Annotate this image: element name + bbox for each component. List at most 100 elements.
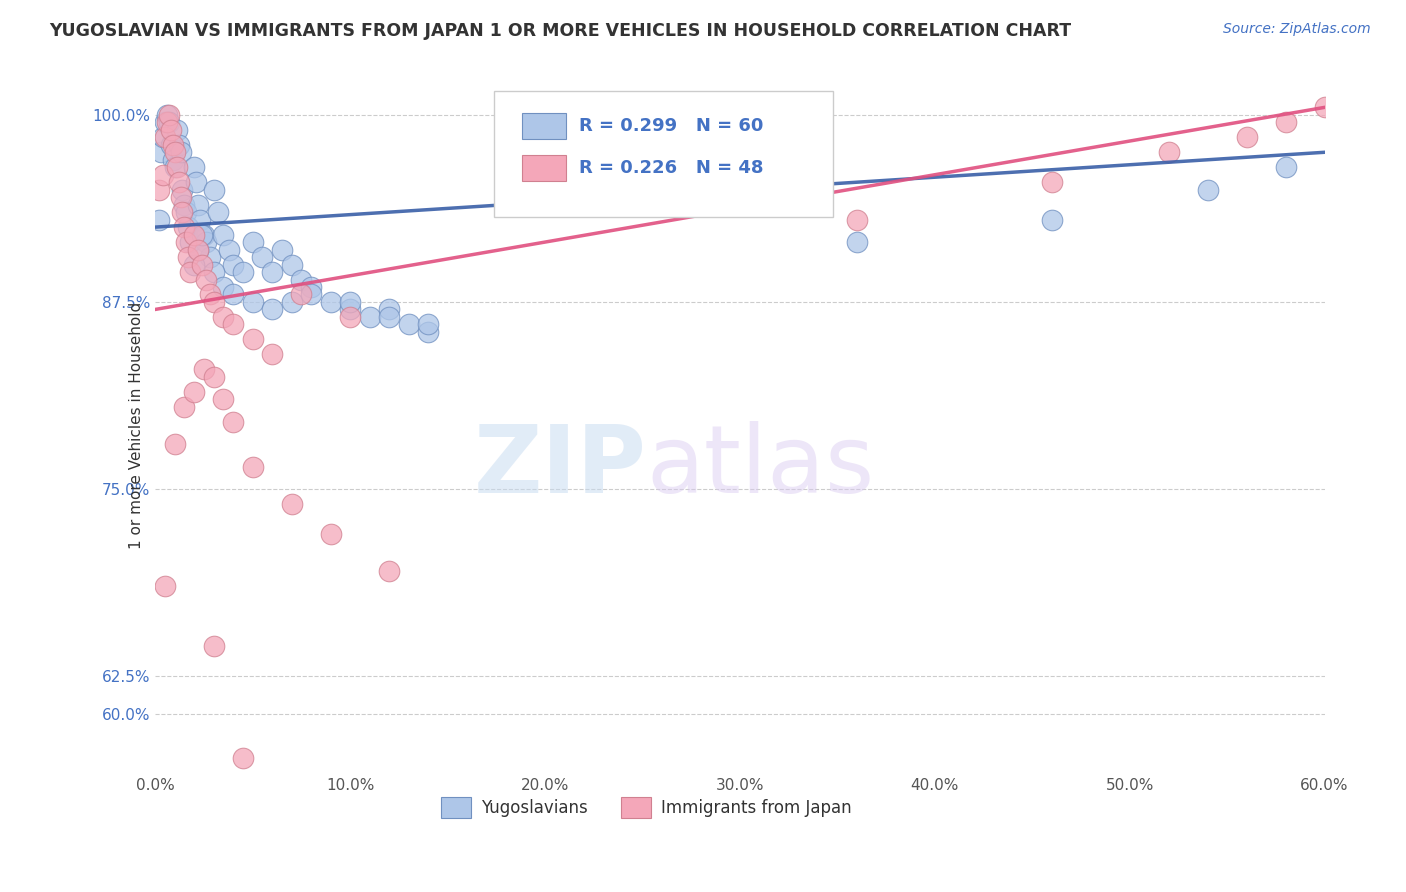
Point: [193, 362, 215, 376]
Point: [183, 227, 205, 242]
Point: [398, 318, 420, 332]
Point: [188, 212, 211, 227]
Point: [166, 160, 188, 174]
Y-axis label: 1 or more Vehicles in Household: 1 or more Vehicles in Household: [129, 301, 143, 549]
Point: [212, 280, 235, 294]
Point: [152, 168, 174, 182]
Point: [252, 250, 274, 264]
Point: [280, 295, 302, 310]
Point: [262, 265, 284, 279]
Point: [157, 108, 180, 122]
Text: ZIP: ZIP: [474, 421, 647, 513]
Point: [150, 145, 173, 160]
Point: [378, 565, 401, 579]
Text: YUGOSLAVIAN VS IMMIGRANTS FROM JAPAN 1 OR MORE VEHICLES IN HOUSEHOLD CORRELATION: YUGOSLAVIAN VS IMMIGRANTS FROM JAPAN 1 O…: [49, 22, 1071, 40]
Point: [176, 235, 198, 249]
Point: [299, 287, 322, 301]
Point: [179, 265, 201, 279]
Point: [339, 310, 361, 324]
Point: [1236, 130, 1258, 145]
Point: [1313, 100, 1336, 114]
Point: [153, 115, 176, 129]
Point: [179, 235, 201, 249]
Point: [290, 287, 312, 301]
Text: R = 0.299   N = 60: R = 0.299 N = 60: [578, 117, 763, 136]
Point: [183, 384, 205, 399]
Point: [172, 205, 194, 219]
Point: [270, 243, 292, 257]
FancyBboxPatch shape: [523, 113, 565, 139]
Point: [299, 280, 322, 294]
Point: [163, 437, 186, 451]
Point: [262, 302, 284, 317]
Point: [202, 183, 225, 197]
Point: [162, 137, 184, 152]
Point: [157, 115, 180, 129]
Point: [156, 108, 179, 122]
Point: [177, 250, 200, 264]
Point: [202, 295, 225, 310]
Point: [173, 220, 195, 235]
Point: [290, 272, 312, 286]
Point: [242, 332, 264, 346]
Point: [198, 250, 221, 264]
Point: [202, 369, 225, 384]
Point: [156, 115, 179, 129]
Point: [845, 235, 868, 249]
Point: [148, 183, 170, 197]
Point: [222, 258, 245, 272]
Point: [242, 235, 264, 249]
Point: [191, 227, 214, 242]
Point: [167, 137, 190, 152]
Point: [1197, 183, 1219, 197]
Point: [148, 212, 170, 227]
Point: [1040, 212, 1063, 227]
Point: [191, 258, 214, 272]
Point: [159, 123, 181, 137]
FancyBboxPatch shape: [495, 91, 834, 217]
Point: [242, 459, 264, 474]
Point: [202, 265, 225, 279]
Point: [187, 243, 209, 257]
Point: [183, 258, 205, 272]
Point: [176, 205, 198, 219]
Point: [416, 325, 439, 339]
Point: [159, 137, 181, 152]
Point: [280, 258, 302, 272]
Point: [183, 160, 205, 174]
Point: [212, 392, 235, 407]
Point: [172, 183, 194, 197]
Point: [169, 190, 191, 204]
Point: [845, 212, 868, 227]
Point: [319, 527, 342, 541]
Point: [1274, 160, 1296, 174]
Point: [359, 310, 381, 324]
Point: [173, 400, 195, 414]
Text: R = 0.226   N = 48: R = 0.226 N = 48: [578, 159, 763, 177]
Legend: Yugoslavians, Immigrants from Japan: Yugoslavians, Immigrants from Japan: [434, 790, 858, 824]
Point: [153, 579, 176, 593]
Point: [153, 130, 176, 145]
Point: [232, 265, 254, 279]
Point: [166, 123, 188, 137]
Text: Source: ZipAtlas.com: Source: ZipAtlas.com: [1223, 22, 1371, 37]
Text: atlas: atlas: [647, 421, 875, 513]
Point: [202, 639, 225, 653]
Point: [212, 227, 235, 242]
Point: [184, 175, 207, 189]
Point: [187, 243, 209, 257]
Point: [177, 220, 200, 235]
FancyBboxPatch shape: [523, 155, 565, 181]
Point: [163, 145, 186, 160]
Point: [212, 310, 235, 324]
Point: [378, 302, 401, 317]
Point: [242, 295, 264, 310]
Point: [222, 415, 245, 429]
Point: [339, 295, 361, 310]
Point: [232, 751, 254, 765]
Point: [152, 130, 174, 145]
Point: [218, 243, 240, 257]
Point: [222, 318, 245, 332]
Point: [198, 287, 221, 301]
Point: [207, 205, 229, 219]
